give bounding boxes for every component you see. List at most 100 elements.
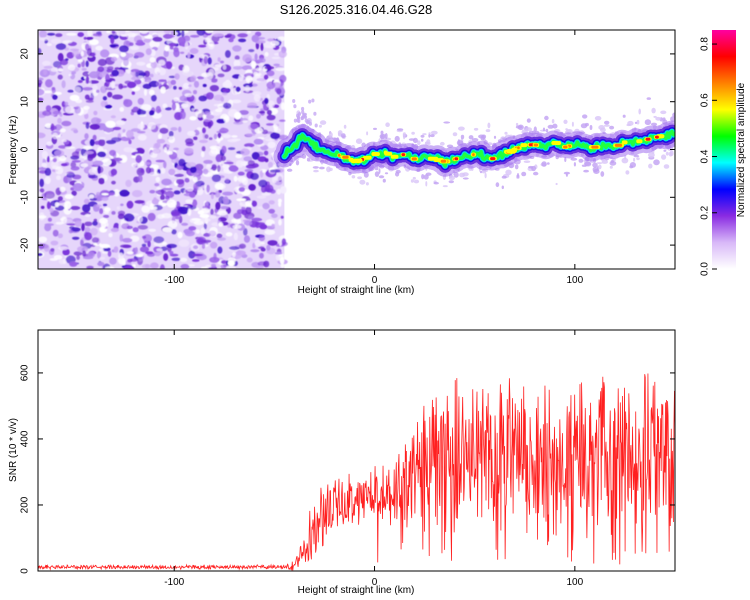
noise-blob — [152, 36, 163, 42]
noise-blob — [225, 232, 233, 237]
noise-blob — [62, 258, 67, 265]
noise-blob — [254, 240, 262, 247]
noise-blob — [142, 235, 147, 239]
noise-blob — [89, 123, 101, 130]
noise-blob — [189, 34, 200, 38]
noise-blob — [163, 49, 169, 58]
noise-blob — [273, 124, 278, 133]
halo-blob — [433, 181, 439, 185]
noise-blob — [84, 133, 89, 140]
noise-blob — [203, 56, 208, 65]
noise-blob — [162, 227, 173, 233]
noise-blob — [38, 79, 43, 85]
noise-blob — [170, 127, 178, 131]
noise-blob — [271, 213, 278, 219]
noise-blob — [105, 83, 110, 88]
noise-blob — [52, 94, 58, 100]
noise-blob — [96, 156, 101, 162]
noise-blob — [77, 59, 83, 63]
noise-blob — [44, 176, 51, 185]
noise-blob — [52, 229, 59, 237]
halo-blob — [670, 116, 675, 122]
spike-blob — [293, 104, 297, 109]
noise-blob — [114, 67, 120, 70]
halo-blob — [366, 131, 369, 136]
noise-blob — [71, 151, 81, 158]
noise-blob — [90, 227, 98, 236]
noise-blob — [123, 58, 129, 67]
halo-blob — [563, 171, 571, 175]
noise-blob — [98, 177, 105, 185]
noise-blob — [159, 127, 169, 134]
noise-blob — [193, 80, 200, 88]
halo-blob — [423, 174, 429, 180]
noise-blob — [266, 123, 274, 126]
halo-blob — [443, 121, 451, 124]
noise-blob — [229, 246, 240, 251]
halo-blob — [598, 125, 605, 130]
noise-blob — [65, 106, 75, 114]
noise-blob — [252, 242, 256, 249]
noise-blob — [201, 146, 206, 152]
hotspot-outer — [362, 155, 372, 160]
halo-blob — [668, 151, 673, 157]
hotspot-core — [342, 155, 349, 159]
noise-blob — [61, 163, 68, 167]
noise-blob — [177, 231, 183, 239]
noise-blob — [102, 203, 108, 207]
noise-blob — [191, 108, 195, 111]
noise-blob — [72, 236, 80, 240]
noise-blob — [197, 237, 205, 245]
noise-blob — [83, 105, 90, 110]
noise-blob — [251, 152, 260, 160]
noise-blob — [176, 178, 185, 185]
noise-blob — [211, 174, 221, 183]
noise-blob — [238, 187, 245, 192]
noise-blob — [61, 139, 67, 143]
noise-blob — [231, 99, 242, 104]
noise-blob — [222, 134, 232, 139]
noise-blob — [153, 241, 165, 247]
halo-blob — [412, 176, 416, 180]
y-tick-label: 0 — [20, 146, 31, 152]
noise-blob — [200, 151, 205, 158]
noise-blob — [200, 185, 207, 189]
noise-blob — [191, 172, 200, 176]
noise-blob — [263, 260, 270, 268]
halo-blob — [544, 115, 549, 121]
noise-blob — [101, 196, 109, 201]
noise-blob — [280, 102, 286, 111]
noise-blob — [206, 164, 211, 168]
noise-blob — [199, 139, 208, 144]
noise-blob — [256, 113, 261, 119]
spectrogram-y-ticks: -20 -10 0 10 20 — [20, 48, 675, 252]
noise-blob — [267, 161, 274, 168]
noise-blob — [248, 184, 256, 191]
noise-blob — [217, 165, 221, 173]
noise-blob — [266, 70, 275, 77]
halo-blob — [468, 135, 474, 140]
colorbar-label: Normalized spectral amplitude — [736, 82, 747, 217]
noise-blob — [138, 72, 147, 76]
noise-blob — [222, 88, 230, 93]
spike-blob — [301, 106, 305, 111]
noise-blob — [105, 120, 116, 128]
noise-blob — [178, 215, 183, 224]
noise-blob — [252, 91, 262, 96]
noise-blob — [168, 130, 174, 138]
halo-blob — [430, 130, 438, 135]
snr-series-line — [38, 373, 675, 571]
halo-blob — [448, 175, 455, 181]
noise-blob — [215, 201, 221, 210]
noise-blob — [99, 208, 104, 215]
noise-blob — [204, 37, 211, 43]
noise-blob — [81, 67, 87, 71]
noise-blob — [279, 119, 286, 122]
hotspot-outer — [551, 141, 562, 145]
halo-blob — [533, 171, 539, 176]
noise-blob — [43, 244, 50, 252]
spike-blob — [292, 99, 296, 103]
noise-blob — [57, 196, 63, 202]
noise-blob — [109, 149, 116, 157]
noise-blob — [161, 178, 172, 186]
